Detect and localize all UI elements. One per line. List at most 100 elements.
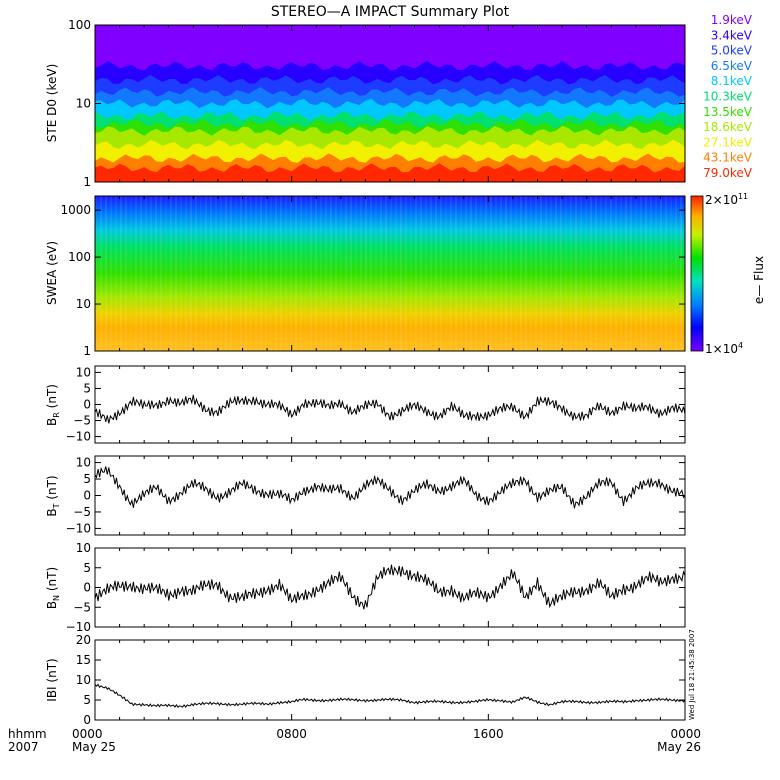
swea-stripe [140,196,142,351]
y-tick-label: −5 [73,505,91,519]
swea-stripe [650,196,652,351]
swea-stripe [230,196,232,351]
swea-stripe [505,196,507,351]
swea-stripe [280,196,282,351]
swea-stripe [540,196,542,351]
swea-stripe [410,196,412,351]
ste-band-79.0keV [95,163,685,182]
br-panel: −10 −5 0 5 10 BR (nT) [45,365,686,444]
bmag-frame [94,639,686,721]
ste-energy-bands [95,25,685,182]
swea-stripe [620,196,622,351]
swea-stripe [555,196,557,351]
swea-stripe [565,196,567,351]
y-tick-label: 100 [68,250,91,264]
colorbar-max-label: 2×1011 [705,192,748,207]
swea-stripe [350,196,352,351]
swea-stripe [170,196,172,351]
br-y-ticks: −10 −5 0 5 10 [66,365,685,444]
swea-stripe [290,196,292,351]
legend-43.1keV: 43.1keV [703,151,753,165]
swea-stripe [645,196,647,351]
swea-stripe [375,196,377,351]
swea-stripe [635,196,637,351]
swea-stripe [320,196,322,351]
swea-ylabel: SWEA (eV) [45,241,59,305]
swea-stripe [225,196,227,351]
swea-stripe [625,196,627,351]
y-tick-label: 10 [76,365,91,379]
swea-stripe [360,196,362,351]
swea-stripe [680,196,682,351]
swea-stripe [655,196,657,351]
swea-stripe [295,196,297,351]
bt-y-ticks: −10 −5 0 5 10 [66,456,685,535]
time-tick-label: 0000 [670,727,701,741]
y-tick-label: 0 [83,581,91,595]
y-tick-label: 20 [76,633,91,647]
swea-stripe [260,196,262,351]
swea-stripe [255,196,257,351]
swea-stripe [550,196,552,351]
swea-stripe [670,196,672,351]
swea-stripe [210,196,212,351]
swea-stripe [250,196,252,351]
legend-1.9keV: 1.9keV [711,13,753,27]
swea-stripe [595,196,597,351]
swea-stripe [245,196,247,351]
swea-stripe [135,196,137,351]
bt-panel: −10 −5 0 5 10 BT (nT) [45,455,686,536]
swea-stripe [530,196,532,351]
swea-stripe [425,196,427,351]
time-tick-label: 0800 [276,727,307,741]
bmag-series-line [94,683,686,708]
swea-stripe [470,196,472,351]
swea-stripe [560,196,562,351]
swea-stripe [115,196,117,351]
bmag-y-ticks: 0 5 10 15 20 [76,633,685,727]
time-tick-date: May 26 [657,740,701,754]
br-ylabel: BR (nT) [45,384,61,426]
swea-stripe [515,196,517,351]
colorbar-min-label: 1×104 [705,341,743,356]
swea-texture [95,196,682,351]
legend-18.6keV: 18.6keV [703,120,753,134]
colorbar: 2×1011 1×104 e— Flux [690,192,766,356]
swea-stripe [430,196,432,351]
swea-stripe [675,196,677,351]
y-tick-label: 0 [83,398,91,412]
swea-stripe [390,196,392,351]
swea-stripe [200,196,202,351]
swea-stripe [315,196,317,351]
swea-stripe [355,196,357,351]
legend-5.0keV: 5.0keV [711,44,753,58]
y-tick-label: 5 [83,561,91,575]
ste-y-ticks: 1 10 100 [68,18,685,189]
swea-stripe [575,196,577,351]
y-tick-label: 0 [83,489,91,503]
time-tick-label: 1600 [473,727,504,741]
bn-series-line [94,564,686,610]
swea-stripe [150,196,152,351]
legend-6.5keV: 6.5keV [711,59,753,73]
swea-stripe [460,196,462,351]
swea-y-ticks: 1 10 100 1000 [60,196,685,358]
legend-3.4keV: 3.4keV [711,28,753,42]
swea-stripe [175,196,177,351]
y-tick-label: −10 [66,521,91,535]
swea-stripe [125,196,127,351]
swea-stripe [275,196,277,351]
y-tick-label: 1 [83,344,91,358]
y-tick-label: 15 [76,653,91,667]
y-tick-label: 10 [76,297,91,311]
swea-stripe [130,196,132,351]
swea-stripe [400,196,402,351]
time-tick-date: May 25 [72,740,116,754]
side-timestamp: Wed Jul 18 21:45:38 2007 [688,629,696,720]
swea-stripe [480,196,482,351]
br-series-line [94,394,686,424]
swea-stripe [465,196,467,351]
legend-13.5keV: 13.5keV [703,105,753,119]
